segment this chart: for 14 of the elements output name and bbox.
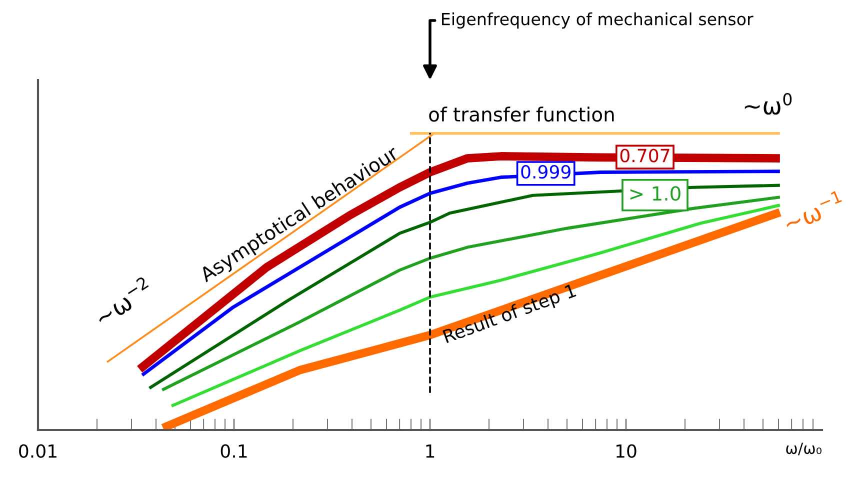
annotation: 0.707: [620, 148, 670, 162]
annotation: ~ω$^{−2}$: [92, 276, 154, 327]
ref-line-label: Eigenfrequency of mechanical sensor: [442, 12, 754, 29]
annotation: ~ω$^{−1}$: [782, 190, 846, 233]
x-tick-label: 1: [426, 444, 434, 458]
x-tick-label: 0.1: [220, 444, 247, 458]
annotation: Result of step 1: [442, 283, 578, 347]
x-tick-label: 0.01: [19, 444, 56, 458]
text: ~ω$^{0}$: [744, 93, 792, 115]
annotation: 0.999: [521, 165, 570, 179]
text: of transfer function: [429, 106, 614, 122]
annotation: > 1.0: [630, 186, 680, 201]
x-axis-title: ω/ω₀: [786, 442, 822, 456]
x-tick-label: 10: [616, 444, 636, 458]
